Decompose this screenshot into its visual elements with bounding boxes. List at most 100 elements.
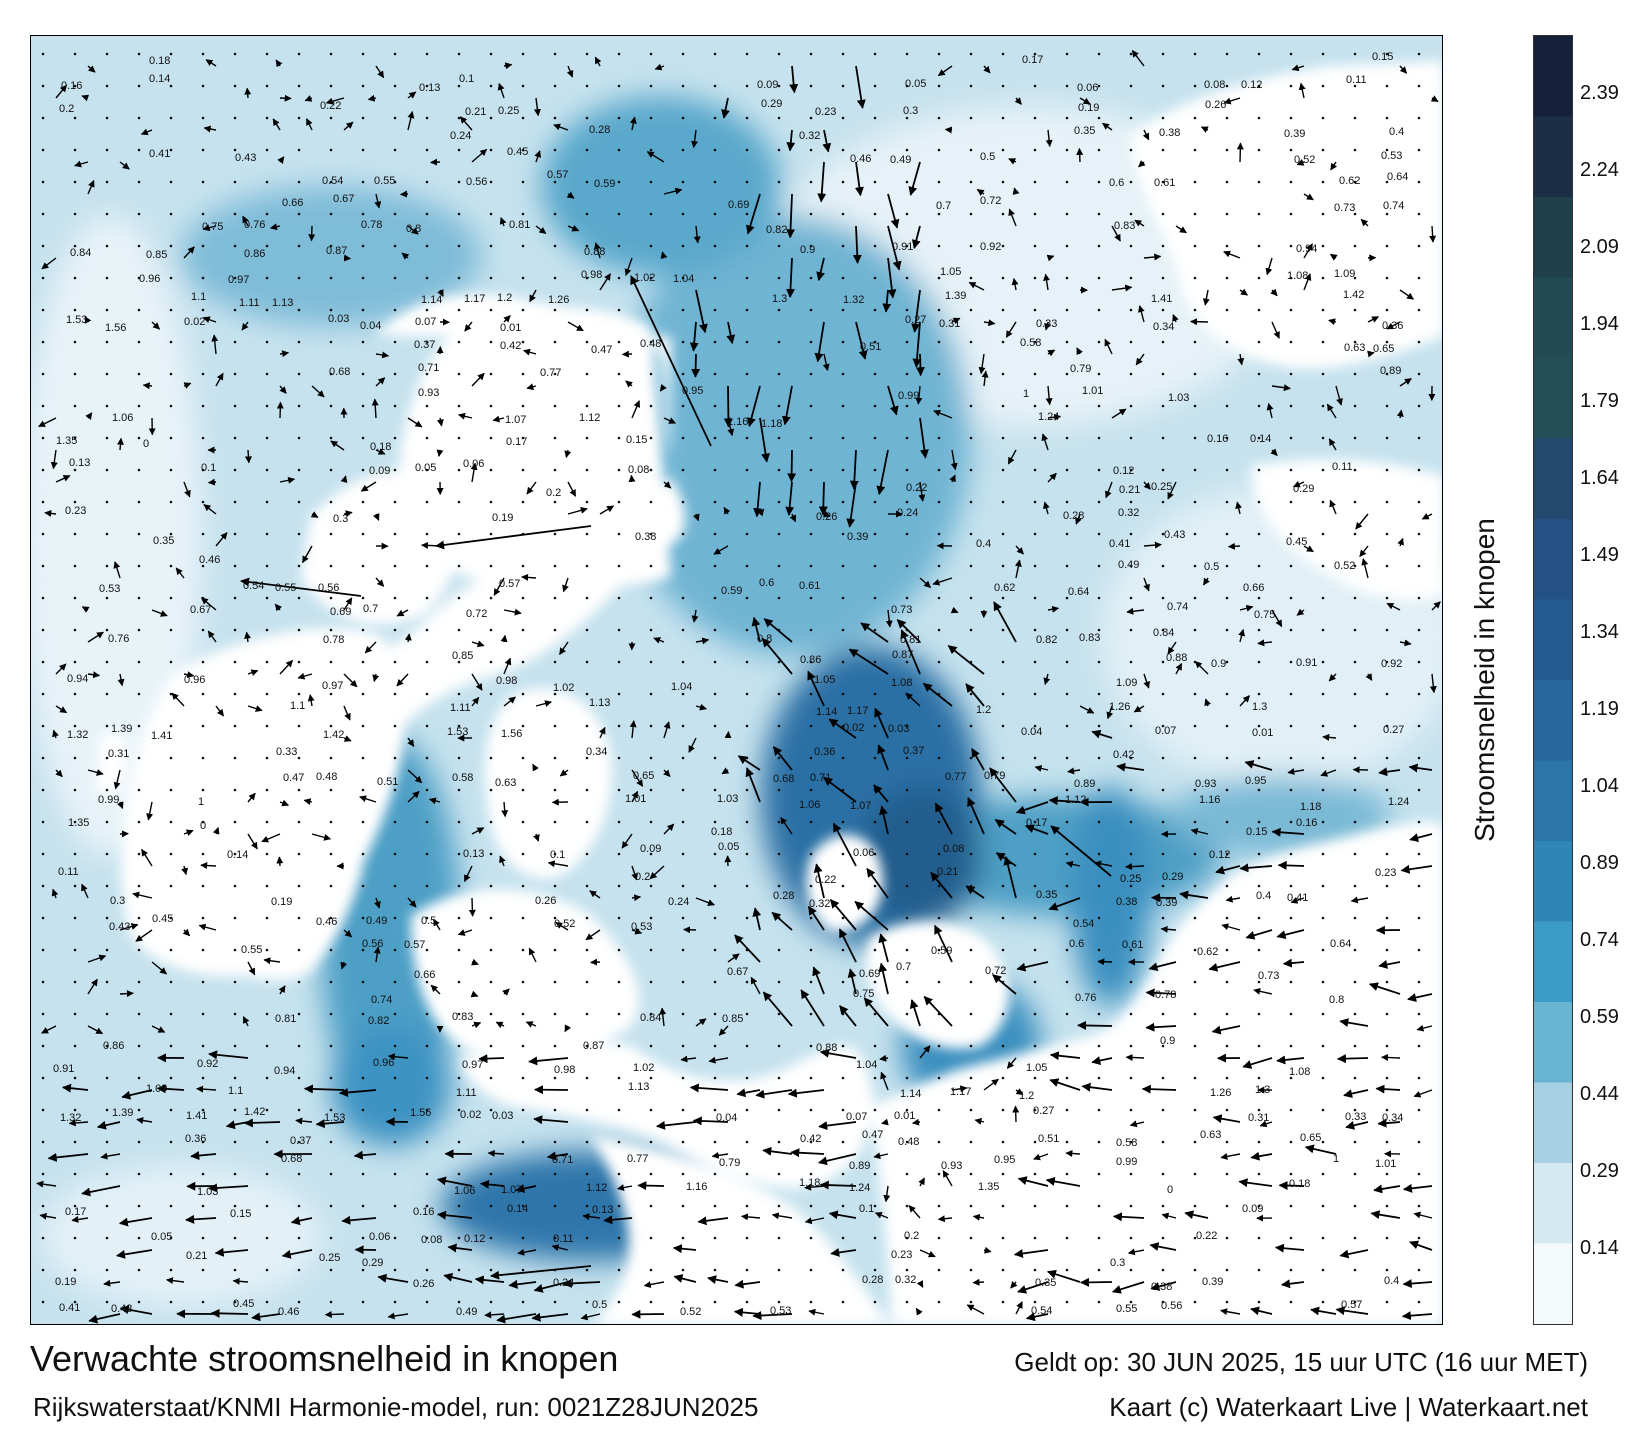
grid-dot [1161, 340, 1165, 344]
speed-label: 0.58 [1020, 337, 1041, 349]
current-arrow [1339, 1018, 1369, 1028]
grid-dot [1129, 948, 1133, 952]
grid-dot [1385, 628, 1389, 632]
current-arrow [492, 415, 505, 423]
grid-dot [169, 532, 173, 536]
current-arrow [435, 525, 592, 550]
grid-dot [73, 852, 77, 856]
grid-dot [873, 1204, 877, 1208]
current-arrow [1429, 673, 1437, 694]
grid-dot [73, 308, 77, 312]
current-arrow [1211, 1025, 1241, 1035]
current-arrow [1320, 769, 1337, 777]
grid-dot [585, 756, 589, 760]
grid-dot [1161, 52, 1165, 56]
grid-dot [201, 532, 205, 536]
grid-dot [489, 1108, 493, 1112]
grid-dot [393, 852, 397, 856]
current-arrow [755, 1089, 793, 1099]
grid-dot [297, 1044, 301, 1048]
current-arrow [564, 1024, 572, 1033]
current-arrow [1274, 1243, 1305, 1253]
grid-dot [457, 1044, 461, 1048]
grid-dot [1225, 1044, 1229, 1048]
grid-dot [1257, 1300, 1261, 1304]
current-arrow [1175, 225, 1187, 234]
current-arrow [290, 1216, 313, 1226]
speed-label: 0.76 [1075, 992, 1096, 1004]
grid-dot [1065, 980, 1069, 984]
grid-dot [553, 532, 557, 536]
grid-dot [905, 532, 909, 536]
current-arrow [343, 735, 352, 742]
speed-label: 0.55 [275, 582, 296, 594]
current-arrow [1381, 1053, 1401, 1061]
current-arrow [919, 577, 932, 589]
grid-dot [1289, 340, 1293, 344]
grid-dot [393, 84, 397, 88]
grid-dot [905, 1012, 909, 1016]
current-arrow [1212, 1114, 1241, 1124]
grid-dot [873, 1140, 877, 1144]
grid-dot [137, 180, 141, 184]
grid-dot [201, 180, 205, 184]
current-arrow [873, 784, 889, 803]
grid-dot [553, 756, 557, 760]
speed-label: 1.12 [579, 412, 600, 424]
grid-dot [1353, 276, 1357, 280]
grid-dot [553, 788, 557, 792]
grid-dot [329, 532, 333, 536]
grid-dot [905, 244, 909, 248]
speed-label: 0.27 [905, 314, 926, 326]
speed-label: 0.48 [316, 771, 337, 783]
grid-dot [1321, 148, 1325, 152]
grid-dot [745, 212, 749, 216]
current-arrow [1145, 988, 1177, 998]
grid-dot [1417, 1172, 1421, 1176]
current-arrow [87, 179, 95, 195]
grid-dot [713, 1012, 717, 1016]
speed-label: 0.15 [1246, 826, 1267, 838]
grid-dot [681, 1172, 685, 1176]
current-arrow [116, 1249, 153, 1259]
grid-dot [1161, 1300, 1165, 1304]
speed-label: 0.97 [462, 1059, 483, 1071]
grid-dot [1001, 1236, 1005, 1240]
grid-dot [1289, 276, 1293, 280]
speed-label: 0.1 [201, 462, 216, 474]
current-arrow [457, 929, 473, 936]
speed-label: 0.97 [322, 680, 343, 692]
grid-dot [777, 852, 781, 856]
current-arrow [966, 1304, 985, 1315]
current-arrow [567, 507, 588, 515]
speed-label: 0.23 [815, 106, 836, 118]
grid-dot [297, 148, 301, 152]
grid-dot [1033, 628, 1037, 632]
grid-dot [361, 1172, 365, 1176]
speed-label: 0.17 [65, 1206, 86, 1218]
current-arrow [1270, 448, 1278, 457]
grid-dot [1193, 1044, 1197, 1048]
current-arrow [495, 1021, 505, 1029]
current-arrow [695, 703, 707, 711]
current-arrow [1143, 481, 1151, 490]
speed-label: 1 [1023, 388, 1029, 400]
grid-dot [329, 916, 333, 920]
grid-dot [969, 340, 973, 344]
grid-dot [489, 660, 493, 664]
speed-label: 0.76 [108, 633, 129, 645]
grid-dot [233, 1076, 237, 1080]
grid-dot [1321, 1076, 1325, 1080]
grid-dot [521, 116, 525, 120]
grid-dot [489, 148, 493, 152]
grid-dot [1161, 916, 1165, 920]
speed-label: 1 [198, 796, 204, 808]
grid-dot [617, 148, 621, 152]
grid-dot [1257, 1268, 1261, 1272]
grid-dot [1225, 948, 1229, 952]
grid-dot [137, 692, 141, 696]
grid-dot [1193, 916, 1197, 920]
grid-dot [361, 244, 365, 248]
grid-dot [1033, 948, 1037, 952]
current-arrow [989, 767, 1017, 803]
